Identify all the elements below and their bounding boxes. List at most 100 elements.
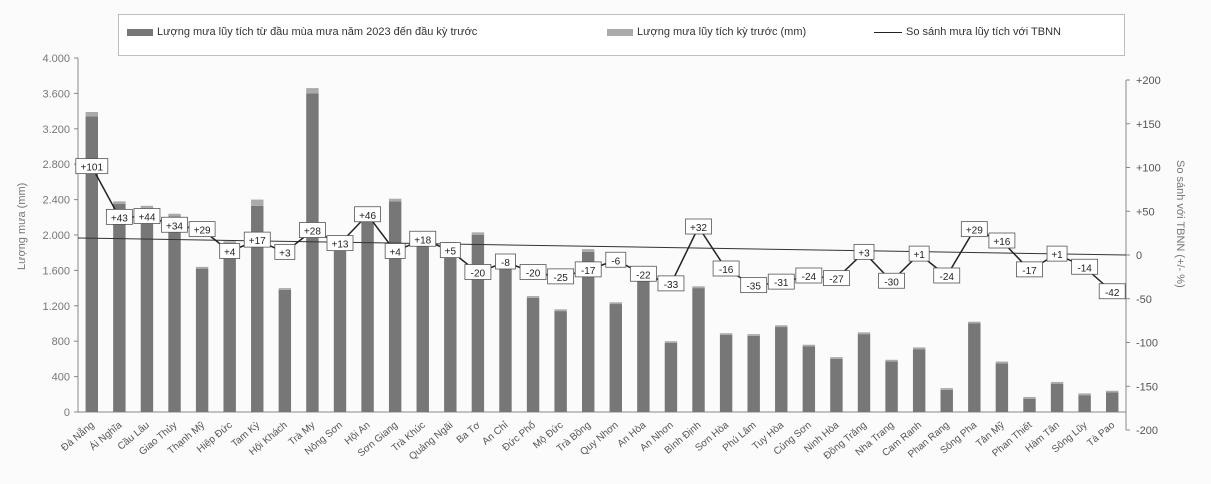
comparison-label-box <box>274 243 296 260</box>
y-tick-label: 2.000 <box>42 230 70 242</box>
bar-previous <box>609 302 622 305</box>
bar-current <box>168 216 181 412</box>
y2-tick-label: +150 <box>1136 119 1161 131</box>
y2-tick-label: -50 <box>1136 294 1152 306</box>
comparison-label-box <box>1016 261 1043 278</box>
bar-current <box>940 389 953 412</box>
bar-current <box>306 93 319 413</box>
bar-previous <box>471 232 485 235</box>
bar-previous <box>1106 390 1119 393</box>
comparison-label-box <box>243 231 271 248</box>
bar-previous <box>195 266 209 269</box>
y2-tick-label: +200 <box>1136 75 1161 87</box>
bar-previous <box>388 198 402 202</box>
comparison-label-box <box>409 230 437 247</box>
comparison-label-box <box>795 267 823 284</box>
y-tick-label: 400 <box>52 372 70 384</box>
bar-current <box>554 311 567 412</box>
bar-current <box>85 116 98 412</box>
bar-previous <box>554 309 567 312</box>
bar-previous <box>113 201 126 205</box>
comparison-label: +29 <box>966 226 983 237</box>
comparison-label-box <box>685 218 712 235</box>
comparison-label: -22 <box>636 270 651 281</box>
bar-previous <box>995 361 1009 364</box>
bar-previous <box>664 341 678 343</box>
bar-current <box>747 335 760 412</box>
bar-current <box>775 327 788 412</box>
comparison-label: +1 <box>913 250 925 261</box>
bar-current <box>223 243 236 412</box>
bar-previous <box>582 249 595 252</box>
bar-previous <box>526 296 540 298</box>
comparison-label-box <box>740 277 768 294</box>
comparison-label-box <box>547 268 575 285</box>
y2-tick-label: +50 <box>1136 206 1155 218</box>
comparison-label: -17 <box>1022 266 1037 277</box>
bar-previous <box>1050 381 1064 384</box>
bar-current <box>802 346 816 412</box>
legend-label-previous: Lượng mưa lũy tích kỳ trước (mm) <box>637 26 807 38</box>
bar-current <box>251 205 264 412</box>
comparison-label: -8 <box>501 258 510 269</box>
y2-tick-label: -200 <box>1136 425 1158 437</box>
comparison-label: -24 <box>802 272 817 283</box>
comparison-label: -20 <box>471 269 486 280</box>
bar-previous <box>775 325 788 328</box>
comparison-label-box <box>384 243 406 259</box>
bar-previous <box>168 213 181 217</box>
comparison-label: +32 <box>690 223 707 234</box>
bar-previous <box>940 388 953 390</box>
y2-tick-label: +100 <box>1136 163 1161 175</box>
comparison-label: -14 <box>1077 263 1092 274</box>
y2-axis-title: So sánh với TBNN (+/- %) <box>1174 160 1186 288</box>
bar-previous <box>719 333 733 336</box>
comparison-label: -17 <box>581 266 596 277</box>
bar-current <box>719 335 733 412</box>
bar-previous <box>692 286 705 289</box>
comparison-label-box <box>908 245 930 262</box>
y-axis-title: Lượng mưa (mm) <box>16 182 28 270</box>
bar-previous <box>802 344 816 347</box>
comparison-label-box <box>960 221 988 238</box>
comparison-label-box <box>105 208 133 225</box>
bar-previous <box>1023 396 1036 399</box>
y-tick-label: 4.000 <box>42 53 70 65</box>
comparison-label-box <box>439 242 461 259</box>
comparison-label-box <box>1071 258 1099 275</box>
bar-current <box>1023 398 1036 412</box>
comparison-label: +16 <box>993 237 1010 248</box>
comparison-label: -16 <box>719 265 734 276</box>
comparison-label-box <box>988 232 1016 249</box>
legend-label-current: Lượng mưa lũy tích từ đầu mùa mưa năm 20… <box>157 26 478 38</box>
y-tick-label: 2.800 <box>42 159 70 171</box>
bar-current <box>471 235 485 412</box>
bar-current <box>857 334 871 412</box>
comparison-label: +43 <box>111 213 128 224</box>
comparison-label-box <box>188 221 216 238</box>
y-tick-label: 3.600 <box>42 88 70 100</box>
x-tick-label: Tà Pao <box>1085 420 1117 449</box>
comparison-label-box <box>133 208 161 224</box>
bar-previous <box>278 288 292 290</box>
comparison-label-box <box>219 243 241 259</box>
comparison-label: +1 <box>1051 250 1063 261</box>
bar-current <box>361 209 374 412</box>
bar-current <box>416 239 429 412</box>
comparison-label: +44 <box>138 213 155 224</box>
bar-current <box>830 358 843 412</box>
y2-tick-label: -150 <box>1136 381 1158 393</box>
bar-current <box>692 288 705 412</box>
comparison-label: +3 <box>858 248 870 259</box>
chart-legend: Lượng mưa lũy tích từ đầu mùa mưa năm 20… <box>118 14 1125 56</box>
bar-previous <box>1078 393 1091 396</box>
bar-current <box>333 238 347 412</box>
bar-previous <box>85 111 98 117</box>
comparison-label-box <box>519 264 547 280</box>
comparison-label-box <box>495 253 516 270</box>
bar-current <box>968 323 981 412</box>
y-tick-label: 800 <box>52 336 70 348</box>
bar-current <box>499 261 512 412</box>
comparison-label: +101 <box>81 163 104 174</box>
